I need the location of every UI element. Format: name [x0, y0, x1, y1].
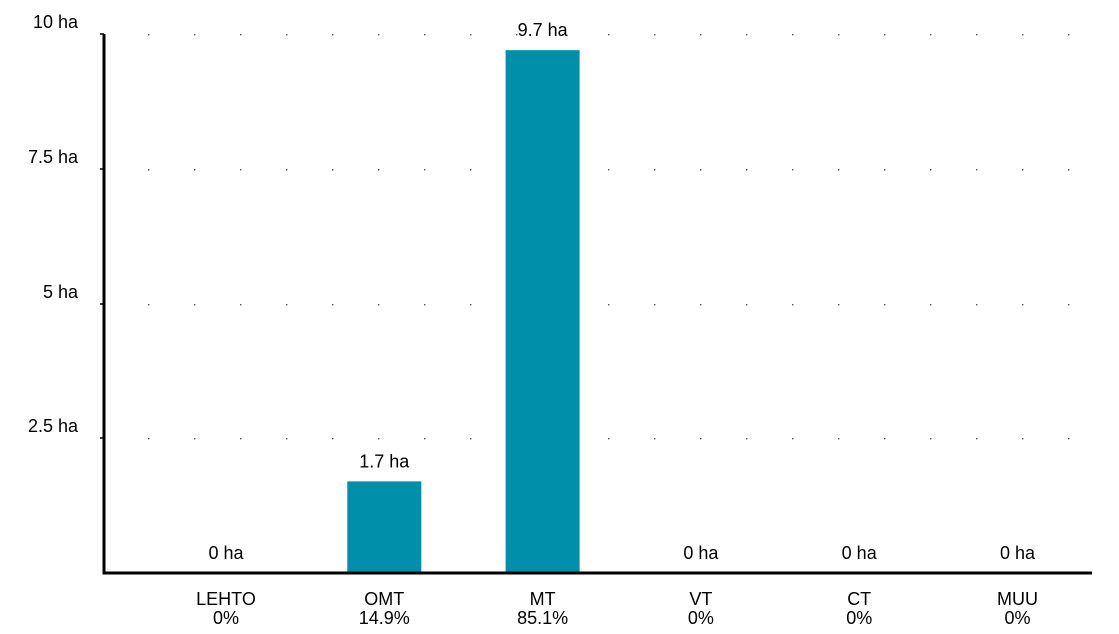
x-category-label: MT [530, 589, 556, 609]
bar-value-label: 0 ha [1000, 543, 1036, 563]
axes [100, 33, 1092, 575]
x-category-label: OMT [364, 589, 404, 609]
x-category-label: CT [847, 589, 871, 609]
y-tick-label: 10 ha [33, 12, 79, 32]
gridlines [148, 34, 1070, 440]
y-tick-label: 7.5 ha [28, 147, 79, 167]
y-tick-label: 5 ha [43, 282, 79, 302]
bar [505, 50, 580, 574]
x-percent-label: 0% [213, 608, 239, 628]
gridline [148, 34, 1070, 36]
bars [347, 50, 580, 574]
bar-value-label: 0 ha [683, 543, 719, 563]
gridline [148, 304, 1070, 306]
bar-value-label: 0 ha [208, 543, 244, 563]
bar-value-label: 0 ha [842, 543, 878, 563]
bar-value-label: 9.7 ha [518, 20, 569, 40]
gridline [148, 438, 1070, 440]
y-tick-label: 2.5 ha [28, 416, 79, 436]
x-percent-label: 14.9% [359, 608, 410, 628]
x-category-label: VT [689, 589, 712, 609]
x-category-label: LEHTO [196, 589, 256, 609]
x-category-label: MUU [997, 589, 1038, 609]
gridline [148, 169, 1070, 171]
x-percent-label: 0% [1004, 608, 1030, 628]
bar-value-label: 1.7 ha [359, 451, 410, 471]
x-percent-label: 0% [688, 608, 714, 628]
bar [347, 481, 422, 573]
x-percent-label: 85.1% [517, 608, 568, 628]
x-percent-label: 0% [846, 608, 872, 628]
